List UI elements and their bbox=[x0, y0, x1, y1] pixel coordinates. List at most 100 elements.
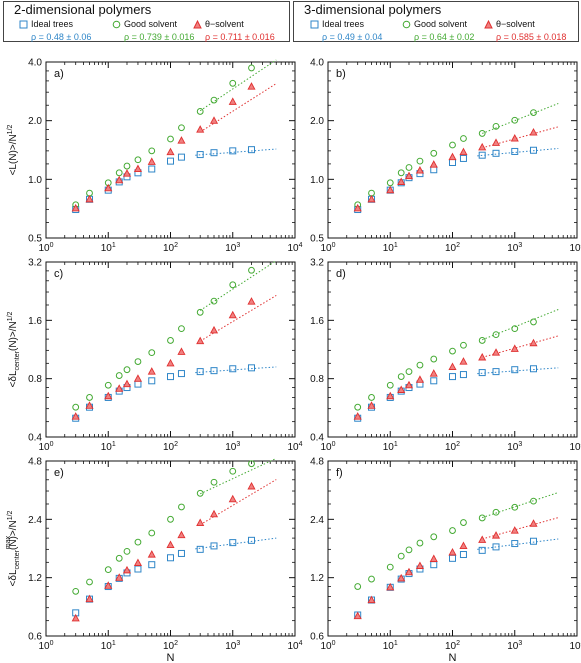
x-tick-label: 104 bbox=[569, 640, 581, 652]
data-point-theta bbox=[104, 581, 113, 589]
tick-exponent: 3 bbox=[518, 441, 522, 448]
y-axis-label-part: 1/2 bbox=[7, 124, 14, 134]
tick-base: 10 bbox=[569, 641, 581, 652]
data-point-theta bbox=[491, 348, 501, 356]
tick-base: 10 bbox=[383, 641, 395, 652]
data-point-good bbox=[416, 361, 424, 369]
data-point-theta bbox=[448, 547, 457, 556]
data-point-good bbox=[229, 467, 237, 475]
data-point-theta bbox=[459, 541, 468, 549]
data-point-good bbox=[196, 108, 204, 115]
data-point-theta bbox=[386, 582, 395, 591]
data-point-theta bbox=[429, 160, 438, 168]
data-point-good bbox=[178, 325, 185, 333]
data-point-ideal bbox=[177, 549, 185, 557]
data-point-good bbox=[397, 373, 405, 380]
data-point-theta bbox=[209, 116, 219, 124]
data-point-ideal bbox=[210, 542, 218, 550]
tick-base: 10 bbox=[225, 243, 237, 254]
data-point-good bbox=[430, 149, 438, 157]
data-point-theta bbox=[353, 412, 362, 420]
data-point-ideal bbox=[430, 561, 438, 569]
y-axis-label-superscript: max bbox=[5, 535, 12, 549]
data-point-ideal bbox=[134, 380, 142, 388]
data-point-theta bbox=[147, 550, 156, 558]
data-point-good bbox=[354, 583, 362, 590]
fit-line bbox=[477, 367, 559, 375]
data-point-good bbox=[196, 308, 204, 316]
tick-base: 10 bbox=[569, 243, 581, 254]
data-point-ideal bbox=[134, 565, 142, 573]
data-point-good bbox=[178, 124, 185, 132]
tick-exponent: 0 bbox=[50, 640, 54, 647]
data-point-theta bbox=[177, 136, 186, 144]
data-point-good bbox=[167, 135, 174, 143]
fit-line bbox=[199, 83, 277, 133]
data-point-ideal bbox=[492, 543, 500, 551]
x-tick-label: 100 bbox=[38, 441, 53, 453]
tick-base: 10 bbox=[507, 243, 519, 254]
data-point-theta bbox=[367, 401, 376, 409]
tick-exponent: 2 bbox=[174, 242, 178, 249]
panel-label: a) bbox=[54, 68, 64, 80]
data-point-good bbox=[460, 341, 467, 349]
data-point-theta bbox=[404, 567, 414, 576]
data-point-theta bbox=[166, 358, 175, 367]
data-point-good bbox=[148, 349, 156, 357]
fit-line bbox=[195, 148, 277, 156]
data-point-ideal bbox=[148, 377, 156, 385]
data-point-good bbox=[229, 79, 237, 87]
y-tick-label: 4.0 bbox=[28, 58, 42, 69]
x-tick-label: 101 bbox=[101, 640, 116, 652]
tick-exponent: 2 bbox=[456, 242, 460, 249]
data-point-theta bbox=[367, 595, 376, 604]
fit-line bbox=[199, 260, 277, 311]
data-point-theta bbox=[122, 169, 132, 177]
x-tick-label: 101 bbox=[101, 242, 116, 254]
tick-exponent: 1 bbox=[394, 242, 398, 249]
data-point-theta bbox=[459, 357, 468, 365]
data-point-good bbox=[134, 358, 142, 365]
data-point-good bbox=[210, 96, 218, 104]
data-point-ideal bbox=[492, 149, 500, 157]
data-point-ideal bbox=[229, 365, 237, 373]
y-tick-label: 2.4 bbox=[28, 515, 42, 526]
data-point-ideal bbox=[449, 373, 456, 381]
data-point-ideal bbox=[459, 551, 467, 559]
data-point-good bbox=[492, 508, 500, 516]
y-tick-label: 4.8 bbox=[310, 457, 324, 468]
x-axis-label: N bbox=[167, 652, 175, 663]
data-point-good bbox=[530, 497, 537, 505]
data-point-ideal bbox=[167, 373, 174, 381]
data-point-theta bbox=[510, 526, 519, 534]
tick-base: 10 bbox=[445, 442, 457, 453]
tick-exponent: 4 bbox=[299, 640, 303, 647]
data-point-ideal bbox=[229, 539, 237, 547]
data-point-theta bbox=[166, 540, 175, 549]
data-point-ideal bbox=[459, 371, 467, 379]
y-tick-label: 0.5 bbox=[28, 234, 42, 245]
tick-exponent: 1 bbox=[394, 441, 398, 448]
data-point-ideal bbox=[247, 536, 255, 544]
data-point-theta bbox=[115, 175, 124, 184]
data-point-theta bbox=[247, 481, 256, 490]
x-tick-label: 103 bbox=[507, 640, 522, 652]
data-point-good bbox=[167, 515, 174, 523]
y-tick-label: 1.0 bbox=[310, 175, 324, 186]
tick-base: 10 bbox=[287, 641, 299, 652]
data-point-good bbox=[248, 266, 255, 274]
data-point-theta bbox=[104, 391, 113, 400]
y-axis-label-part: (N)>/N bbox=[8, 321, 19, 351]
y-axis-label-part: (N)>/N bbox=[8, 520, 19, 550]
data-point-theta bbox=[228, 494, 237, 503]
tick-exponent: 1 bbox=[112, 640, 116, 647]
data-point-theta bbox=[133, 164, 143, 173]
data-point-good bbox=[460, 519, 467, 526]
data-point-ideal bbox=[511, 366, 519, 374]
data-point-good bbox=[405, 164, 413, 171]
y-tick-label: 0.6 bbox=[28, 632, 42, 643]
data-point-good bbox=[115, 554, 123, 562]
data-point-good bbox=[148, 147, 156, 155]
